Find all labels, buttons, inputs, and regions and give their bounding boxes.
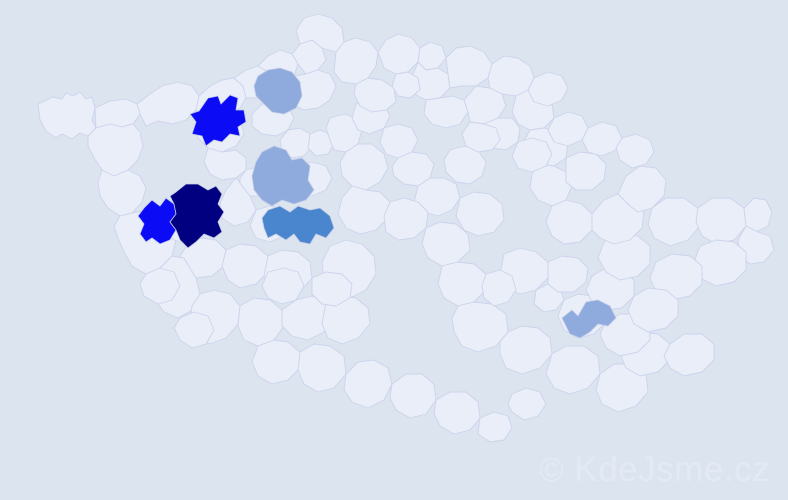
region-plzen-sever-highlight[interactable]: [137, 197, 177, 245]
district-pelhrimov[interactable]: [383, 197, 429, 241]
district-domazlice[interactable]: [97, 169, 147, 217]
district-novy-jicin[interactable]: [649, 253, 703, 301]
district-prerov[interactable]: [627, 287, 679, 333]
watermark: © KdeJsme.cz: [539, 450, 770, 490]
district-south-edge-4[interactable]: [389, 373, 437, 419]
district-jesenik[interactable]: [617, 165, 667, 213]
district-praha-zapad[interactable]: [279, 127, 313, 159]
district-filler-north-1[interactable]: [391, 71, 421, 99]
district-filler-center-3[interactable]: [219, 177, 257, 227]
region-melnik-highlight[interactable]: [253, 67, 303, 115]
watermark-text: KdeJsme.cz: [574, 450, 770, 489]
region-louny-highlight[interactable]: [189, 94, 247, 147]
district-filler-ne-3[interactable]: [581, 121, 623, 157]
district-blansko-base[interactable]: [545, 199, 593, 245]
district-jicin[interactable]: [423, 95, 469, 129]
district-filler-sw-1[interactable]: [139, 267, 181, 305]
district-liberec[interactable]: [377, 33, 421, 75]
district-praha[interactable]: [307, 129, 335, 157]
district-filler-east-3[interactable]: [511, 137, 553, 173]
district-trutnov[interactable]: [445, 45, 493, 89]
district-filler-east-1[interactable]: [481, 269, 517, 307]
district-uherske-hradiste[interactable]: [595, 363, 649, 413]
district-south-edge-2[interactable]: [297, 343, 347, 393]
district-decin[interactable]: [295, 13, 345, 53]
district-bruntal[interactable]: [647, 197, 701, 247]
district-filler-south-2[interactable]: [311, 271, 353, 307]
district-layer-highlighted: [137, 67, 617, 339]
district-south-edge-1[interactable]: [251, 339, 301, 385]
district-vsetin[interactable]: [663, 333, 715, 377]
district-benesov[interactable]: [339, 143, 389, 191]
district-zdar-nad-sazavou[interactable]: [455, 191, 505, 237]
district-tachov[interactable]: [87, 123, 144, 177]
district-breclav[interactable]: [499, 325, 553, 375]
district-opava[interactable]: [695, 197, 747, 245]
district-karlovy-vary[interactable]: [136, 81, 200, 127]
district-filler-north-2[interactable]: [461, 121, 501, 153]
district-trebic[interactable]: [437, 261, 487, 307]
district-filler-east-2[interactable]: [547, 255, 589, 293]
district-filler-south-1[interactable]: [261, 267, 305, 305]
district-rokycany[interactable]: [203, 147, 247, 181]
district-filler-sw-2[interactable]: [173, 311, 215, 349]
region-plzen-mesto-highlight[interactable]: [169, 183, 225, 249]
district-cheb[interactable]: [37, 91, 97, 140]
district-hodonin[interactable]: [545, 345, 601, 395]
district-znojmo[interactable]: [451, 301, 509, 353]
district-filler-se-1[interactable]: [477, 411, 513, 443]
district-south-edge-5[interactable]: [433, 391, 481, 435]
region-beroun-highlight[interactable]: [251, 145, 315, 207]
district-filler-ne-1[interactable]: [527, 71, 569, 107]
district-jihlava[interactable]: [421, 221, 471, 267]
district-filler-ne-4[interactable]: [615, 133, 655, 169]
region-pribram-highlight[interactable]: [261, 205, 335, 245]
district-mlada-boleslav[interactable]: [353, 77, 397, 113]
copyright-icon: ©: [539, 451, 565, 488]
district-filler-east-4[interactable]: [565, 151, 607, 191]
region-blansko-highlight[interactable]: [561, 299, 617, 339]
district-ceska-lipa[interactable]: [333, 37, 379, 85]
district-pisek[interactable]: [221, 243, 269, 289]
district-layer-base: [37, 13, 775, 443]
district-filler-se-2[interactable]: [507, 387, 547, 421]
district-hradec-kralove[interactable]: [463, 85, 507, 125]
district-south-edge-3[interactable]: [343, 359, 393, 409]
district-tabor[interactable]: [337, 185, 391, 235]
district-ceske-budejovice[interactable]: [237, 297, 285, 347]
